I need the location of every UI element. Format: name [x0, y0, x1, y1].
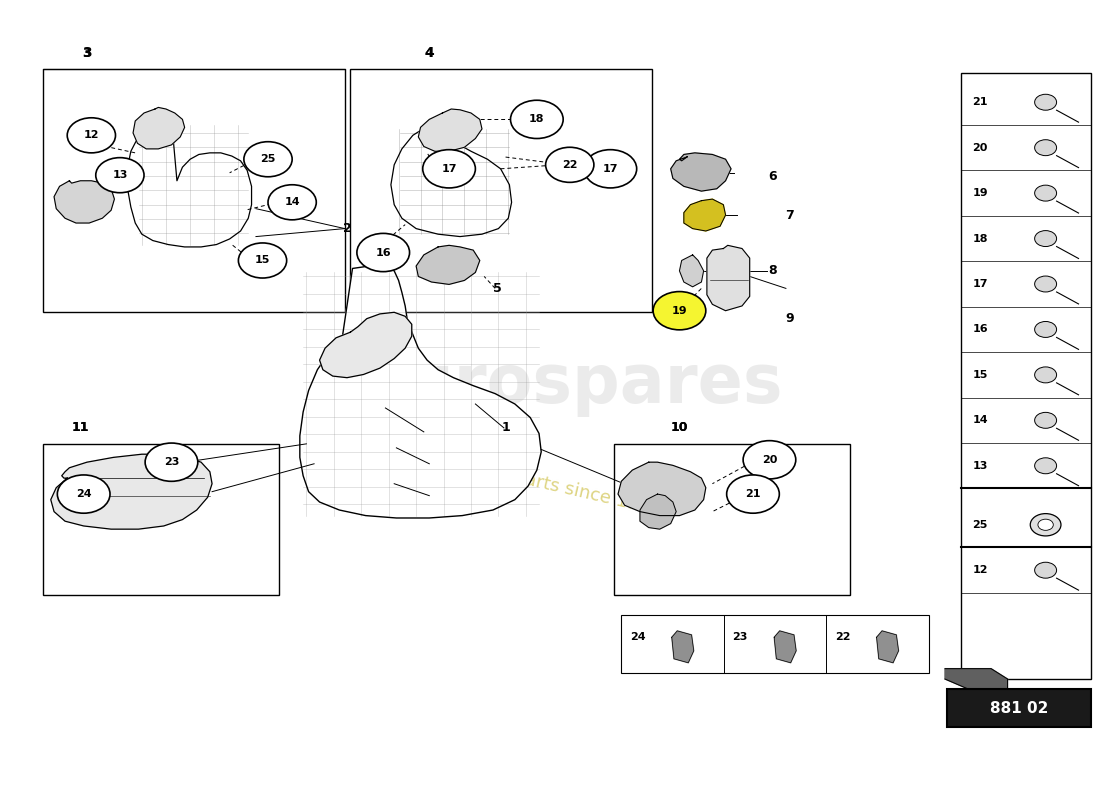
Text: 24: 24 — [76, 489, 91, 499]
Circle shape — [510, 100, 563, 138]
Circle shape — [239, 243, 287, 278]
Text: 12: 12 — [972, 566, 988, 575]
Circle shape — [744, 441, 795, 479]
Circle shape — [653, 291, 706, 330]
Text: 19: 19 — [972, 188, 988, 198]
Circle shape — [422, 150, 475, 188]
Bar — [43, 69, 344, 312]
Polygon shape — [672, 631, 694, 662]
Circle shape — [1031, 514, 1062, 536]
Polygon shape — [133, 107, 185, 149]
Polygon shape — [54, 181, 114, 223]
Polygon shape — [320, 312, 411, 378]
Bar — [350, 69, 652, 312]
Bar — [621, 615, 928, 673]
Text: 15: 15 — [972, 370, 988, 380]
Circle shape — [356, 234, 409, 272]
Text: 20: 20 — [972, 142, 988, 153]
Text: 7: 7 — [784, 209, 793, 222]
Polygon shape — [707, 246, 750, 310]
Polygon shape — [640, 494, 676, 529]
Polygon shape — [877, 631, 899, 662]
Text: 10: 10 — [671, 422, 689, 434]
Text: 8: 8 — [769, 264, 777, 278]
Text: 14: 14 — [284, 198, 300, 207]
Circle shape — [244, 142, 293, 177]
Text: 23: 23 — [164, 457, 179, 467]
Text: 25: 25 — [972, 520, 988, 530]
Text: 17: 17 — [972, 279, 988, 289]
Circle shape — [1035, 276, 1057, 292]
Text: 17: 17 — [441, 164, 456, 174]
Text: 18: 18 — [529, 114, 544, 124]
Circle shape — [57, 475, 110, 514]
Circle shape — [1035, 94, 1057, 110]
Text: 13: 13 — [972, 461, 988, 470]
Text: 2: 2 — [342, 222, 351, 235]
Text: eurospares: eurospares — [361, 351, 783, 417]
Text: 5: 5 — [493, 282, 502, 295]
Text: 16: 16 — [375, 247, 390, 258]
Circle shape — [1035, 322, 1057, 338]
Text: 25: 25 — [261, 154, 276, 164]
Text: 24: 24 — [630, 632, 646, 642]
Polygon shape — [684, 199, 726, 231]
Text: 4: 4 — [425, 46, 435, 60]
Circle shape — [1035, 367, 1057, 383]
Circle shape — [268, 185, 317, 220]
Text: 15: 15 — [255, 255, 271, 266]
Polygon shape — [945, 669, 1008, 690]
Text: 13: 13 — [112, 170, 128, 180]
Circle shape — [1035, 230, 1057, 246]
Text: 11: 11 — [72, 422, 89, 434]
Text: 6: 6 — [769, 170, 777, 183]
Bar — [43, 444, 279, 595]
Text: 16: 16 — [972, 325, 988, 334]
Text: 21: 21 — [972, 98, 988, 107]
Circle shape — [584, 150, 637, 188]
Bar — [961, 73, 1091, 679]
Text: a passion for parts since 1985: a passion for parts since 1985 — [393, 440, 663, 519]
Polygon shape — [390, 125, 512, 237]
Bar — [947, 690, 1091, 727]
Polygon shape — [774, 631, 796, 662]
Circle shape — [1035, 185, 1057, 201]
Text: 19: 19 — [672, 306, 688, 316]
Bar — [614, 444, 849, 595]
Circle shape — [1035, 412, 1057, 428]
Circle shape — [1035, 140, 1057, 156]
Text: 881 02: 881 02 — [990, 701, 1048, 716]
Text: 3: 3 — [82, 46, 91, 60]
Text: 11: 11 — [72, 422, 89, 434]
Text: 1: 1 — [502, 422, 510, 434]
Polygon shape — [418, 109, 482, 151]
Circle shape — [1035, 562, 1057, 578]
Polygon shape — [618, 462, 706, 515]
Circle shape — [96, 158, 144, 193]
Text: 22: 22 — [562, 160, 578, 170]
Circle shape — [67, 118, 116, 153]
Polygon shape — [416, 246, 480, 285]
Polygon shape — [51, 454, 212, 529]
Text: 12: 12 — [84, 130, 99, 140]
Text: 14: 14 — [972, 415, 988, 426]
Text: 21: 21 — [745, 489, 761, 499]
Text: 3: 3 — [82, 46, 91, 60]
Circle shape — [727, 475, 779, 514]
Circle shape — [1035, 458, 1057, 474]
Text: 9: 9 — [785, 312, 793, 325]
Text: 20: 20 — [762, 454, 777, 465]
Text: 4: 4 — [425, 46, 433, 60]
Polygon shape — [671, 153, 732, 191]
Text: 18: 18 — [972, 234, 988, 243]
Circle shape — [145, 443, 198, 482]
Circle shape — [1038, 519, 1054, 530]
Text: 17: 17 — [603, 164, 618, 174]
Text: 22: 22 — [835, 632, 850, 642]
Text: 23: 23 — [733, 632, 748, 642]
Polygon shape — [300, 266, 541, 518]
Polygon shape — [680, 255, 704, 286]
Circle shape — [546, 147, 594, 182]
Text: 10: 10 — [671, 422, 689, 434]
